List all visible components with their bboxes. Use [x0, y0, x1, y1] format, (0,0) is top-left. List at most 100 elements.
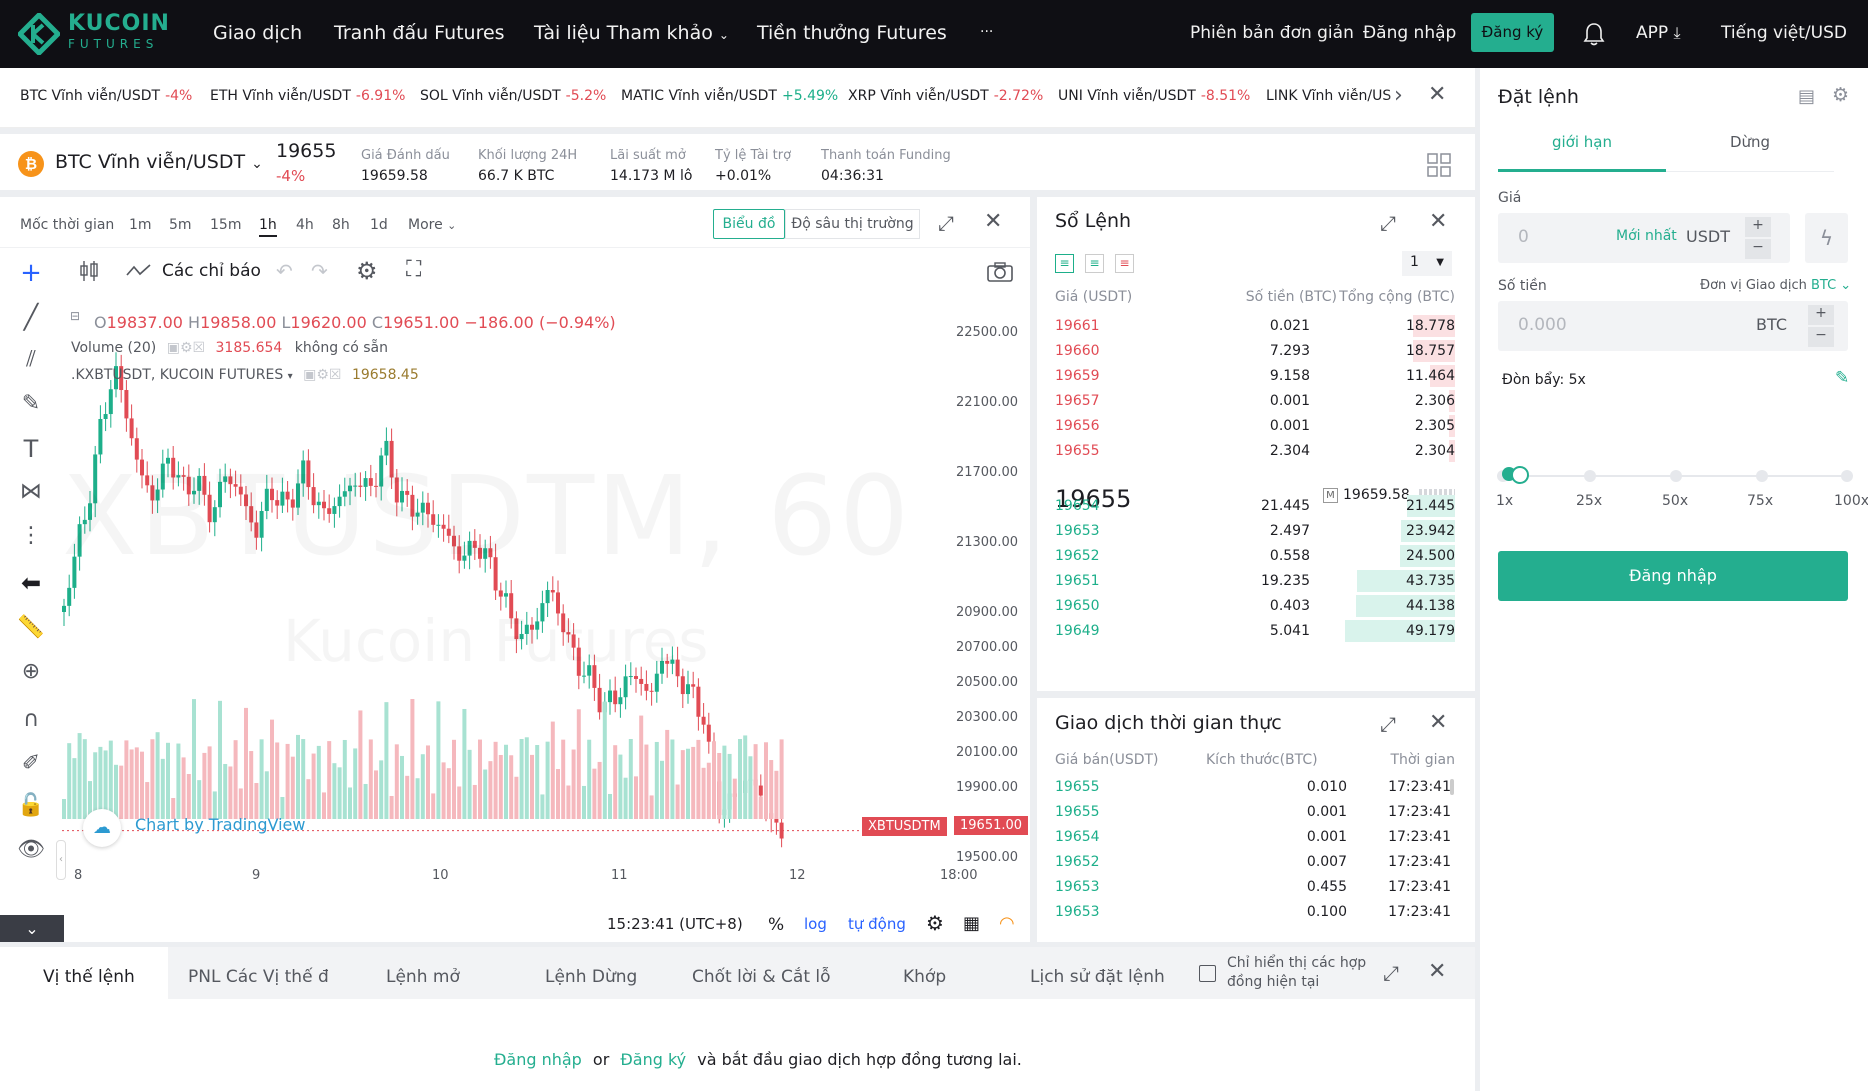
expand-icon[interactable]: ⤢ — [1380, 211, 1396, 235]
timeframe-1d[interactable]: 1d — [370, 217, 388, 233]
kucoin-logo-icon[interactable] — [18, 13, 60, 55]
bell-icon[interactable] — [1583, 22, 1605, 46]
order-book-row[interactable]: 19654 21.445 21.445 — [1055, 495, 1455, 519]
chart-settings-gear-icon[interactable]: ⚙ — [926, 911, 944, 935]
redo-icon[interactable]: ↷ — [311, 259, 328, 283]
amount-increment-button[interactable]: + — [1808, 305, 1834, 325]
timeframe-more[interactable]: More ⌄ — [408, 217, 456, 233]
leverage-mark-50x[interactable]: 50x — [1662, 493, 1689, 509]
indicators-button[interactable]: Các chỉ báo — [162, 261, 261, 281]
brush-icon[interactable]: ✎ — [21, 391, 41, 416]
depth-view-button[interactable]: Độ sâu thị trường — [785, 209, 920, 239]
chevron-right-icon[interactable]: › — [1394, 83, 1403, 108]
simple-version-link[interactable]: Phiên bản đơn giản — [1190, 23, 1354, 43]
order-book-row[interactable]: 19656 0.001 2.305 — [1055, 415, 1455, 439]
collapse-toolbar-button[interactable]: ⌄ — [0, 915, 64, 942]
nav-futures-contest[interactable]: Tranh đấu Futures — [334, 22, 505, 44]
timeframe-1h[interactable]: 1h — [259, 217, 277, 237]
timeframe-5m[interactable]: 5m — [169, 217, 192, 233]
settings-gear-icon[interactable]: ⚙ — [356, 257, 378, 285]
trade-unit-selector[interactable]: Đơn vị Giao dịch BTC ⌄ — [1700, 278, 1851, 293]
camera-icon[interactable] — [986, 261, 1014, 283]
legend-controls-icon[interactable]: ▣⚙☒ — [166, 340, 206, 356]
tab-positions[interactable]: Vị thế lệnh — [43, 967, 135, 987]
tradingview-logo-icon[interactable]: ☁ — [83, 809, 121, 847]
zoom-in-icon[interactable]: ⊕ — [21, 659, 41, 684]
price-decrement-button[interactable]: − — [1745, 239, 1771, 259]
trades-scrollbar[interactable] — [1450, 779, 1454, 795]
text-tool-icon[interactable]: T — [23, 435, 39, 463]
order-login-button[interactable]: Đăng nhập — [1498, 551, 1848, 601]
book-view-bids-icon[interactable]: ≡ — [1085, 254, 1104, 273]
ticker-item[interactable]: ETH Vĩnh viễn/USDT -6.91% — [210, 88, 405, 104]
order-book-row[interactable]: 19653 2.497 23.942 — [1055, 520, 1455, 544]
leverage-slider-handle[interactable] — [1511, 466, 1529, 484]
leverage-mark-75x[interactable]: 75x — [1747, 493, 1774, 509]
tab-stop[interactable]: Dừng — [1666, 130, 1834, 172]
eye-icon[interactable]: 👁 — [17, 837, 45, 862]
percent-toggle[interactable]: % — [768, 915, 785, 935]
app-download[interactable]: APP ⤓ — [1636, 23, 1681, 43]
fullscreen-icon[interactable]: ⛶ — [406, 257, 422, 282]
tab-order-history[interactable]: Lịch sử đặt lệnh — [1030, 967, 1165, 987]
tab-closed-pnl[interactable]: PNL Các Vị thế đó — [188, 967, 328, 987]
pattern-tool-icon[interactable]: ⋈ — [20, 479, 42, 504]
nav-futures-bonus[interactable]: Tiền thưởng Futures — [757, 22, 947, 44]
trend-line-icon[interactable]: ╱ — [23, 303, 39, 331]
expand-icon[interactable]: ⤢ — [938, 211, 954, 235]
register-button[interactable]: Đăng ký — [1471, 13, 1554, 52]
order-book-row[interactable]: 19651 19.235 43.735 — [1055, 570, 1455, 594]
leverage-mark-100x[interactable]: 100x — [1834, 493, 1868, 509]
tradingview-attribution[interactable]: Chart by TradingView — [135, 815, 306, 834]
legend-controls-icon[interactable]: ▣⚙☒ — [303, 367, 342, 383]
timeframe-15m[interactable]: 15m — [210, 217, 242, 233]
chart-view-button[interactable]: Biểu đồ — [713, 209, 785, 239]
nav-login-link[interactable]: Đăng nhập — [1363, 23, 1457, 43]
book-view-asks-icon[interactable]: ≡ — [1115, 254, 1134, 273]
ticker-item[interactable]: BTC Vĩnh viễn/USDT -4% — [20, 88, 192, 104]
price-increment-button[interactable]: + — [1745, 217, 1771, 237]
timeframe-8h[interactable]: 8h — [332, 217, 350, 233]
collapse-legend-icon[interactable]: ⊟ — [70, 309, 81, 323]
order-book-row[interactable]: 19649 5.041 49.179 — [1055, 620, 1455, 644]
chevron-down-icon[interactable]: ▾ — [287, 371, 293, 382]
symbol-selector[interactable]: BTC Vĩnh viễn/USDT ⌄ — [55, 151, 263, 173]
leverage-mark-1x[interactable]: 1x — [1496, 493, 1514, 509]
tab-stop-orders[interactable]: Lệnh Dừng — [545, 967, 638, 987]
cta-register-link[interactable]: Đăng ký — [620, 1050, 687, 1069]
expand-icon[interactable]: ⤢ — [1383, 961, 1399, 985]
tab-open-orders[interactable]: Lệnh mở — [386, 967, 460, 987]
auto-toggle[interactable]: tự động — [848, 915, 906, 933]
order-book-row[interactable]: 19660 7.293 18.757 — [1055, 340, 1455, 364]
nav-references[interactable]: Tài liệu Tham khảo ⌄ — [534, 22, 729, 44]
order-book-row[interactable]: 19659 9.158 11.464 — [1055, 365, 1455, 389]
language-currency-selector[interactable]: Tiếng việt/USD — [1721, 23, 1847, 43]
close-icon[interactable]: ✕ — [1428, 959, 1447, 984]
close-icon[interactable]: ✕ — [1428, 82, 1447, 107]
book-view-both-icon[interactable]: ≡ — [1055, 254, 1074, 273]
settings-gear-icon[interactable]: ⚙ — [1832, 84, 1850, 106]
ruler-icon[interactable]: 📏 — [17, 615, 45, 640]
order-book-row[interactable]: 19650 0.403 44.138 — [1055, 595, 1455, 619]
pencil-lock-icon[interactable]: ✐ — [21, 751, 41, 776]
order-book-row[interactable]: 19652 0.558 24.500 — [1055, 545, 1455, 569]
tab-tp-sl[interactable]: Chốt lời & Cắt lỗ — [692, 967, 831, 987]
log-toggle[interactable]: log — [804, 915, 827, 933]
nav-more[interactable]: ··· — [980, 24, 994, 40]
lock-icon[interactable]: 🔓 — [17, 793, 45, 818]
order-book-row[interactable]: 19657 0.001 2.306 — [1055, 390, 1455, 414]
price-chart[interactable]: 22500.00 22100.00 21700.00 21300.00 20900.00… — [62, 297, 1030, 887]
calendar-icon[interactable]: ▦ — [963, 913, 981, 934]
timeframe-4h[interactable]: 4h — [296, 217, 314, 233]
indicators-icon[interactable] — [126, 263, 152, 279]
prediction-tool-icon[interactable]: ⋮ — [20, 523, 42, 548]
nav-trade[interactable]: Giao dịch — [213, 22, 303, 44]
close-icon[interactable]: ✕ — [1429, 209, 1448, 234]
ticker-item[interactable]: UNI Vĩnh viễn/USDT -8.51% — [1058, 88, 1250, 104]
candle-type-icon[interactable] — [78, 259, 100, 283]
arrow-left-icon[interactable]: ⬅ — [20, 569, 42, 597]
calculator-icon[interactable]: ▤ — [1798, 86, 1816, 107]
crosshair-icon[interactable]: + — [20, 258, 42, 288]
layout-grid-icon[interactable] — [1427, 153, 1451, 177]
leverage-mark-25x[interactable]: 25x — [1576, 493, 1603, 509]
